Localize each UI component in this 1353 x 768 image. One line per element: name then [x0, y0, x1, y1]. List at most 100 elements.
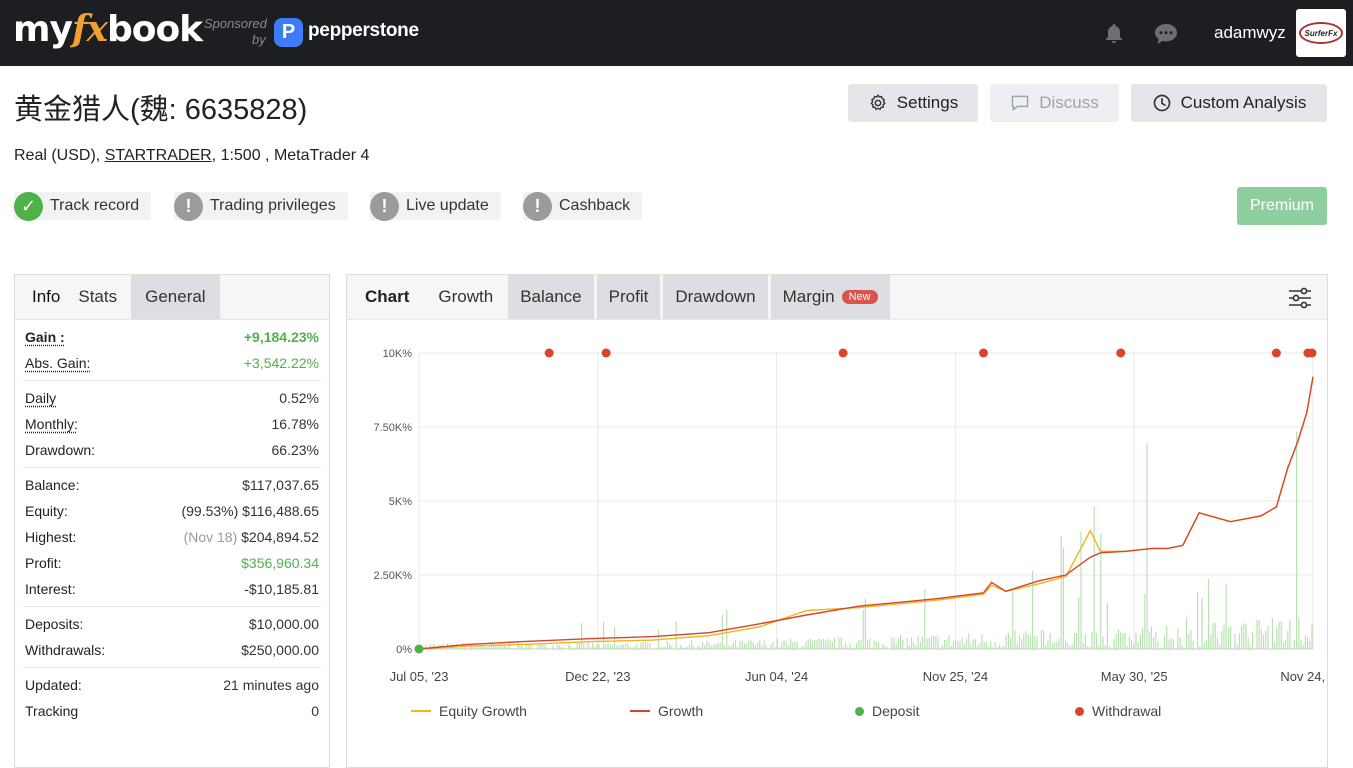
tab-growth[interactable]: Growth [438, 287, 494, 306]
logo-my: my [13, 9, 73, 50]
tab-chart[interactable]: Chart [365, 287, 410, 306]
account-type: Real (USD), [14, 147, 105, 164]
margin-label: Margin [782, 287, 835, 306]
stat-row-abs-gain: Abs. Gain: +3,542.22% [25, 350, 319, 376]
sponsor-name[interactable]: pepperstone [308, 20, 419, 41]
y-tick-label: 0% [396, 644, 412, 656]
avatar[interactable]: SurferFx [1296, 9, 1346, 57]
gain-section: Gain : +9,184.23% Abs. Gain: +3,542.22% [23, 320, 321, 381]
legend-withdrawal[interactable]: Withdrawal [1075, 703, 1161, 719]
badge-label: Cashback [559, 197, 631, 214]
stat-row-monthly: Monthly: 16.78% [25, 411, 319, 437]
custom-analysis-button[interactable]: Custom Analysis [1131, 84, 1327, 122]
tab-balance[interactable]: Balance [508, 275, 594, 319]
equity-value-group: (99.53%) $116,488.65 [181, 503, 319, 519]
balance-value: $117,037.65 [242, 477, 319, 493]
withdrawal-marker [838, 348, 848, 358]
abs-gain-label[interactable]: Abs. Gain: [25, 355, 91, 371]
stat-row-daily: Daily 0.52% [25, 385, 319, 411]
legend-label: Equity Growth [439, 703, 527, 719]
tab-margin[interactable]: Margin New [770, 275, 890, 319]
stat-row-tracking: Tracking 0 [25, 698, 319, 724]
stat-row-equity: Equity: (99.53%) $116,488.65 [25, 498, 319, 524]
logo-book: book [106, 9, 203, 50]
sponsored-text: Sponsored by [204, 16, 267, 48]
x-tick-label: Nov 24, '25 [1280, 669, 1327, 684]
y-tick-label: 10K% [383, 348, 413, 360]
legend-label: Deposit [872, 703, 920, 719]
tab-stats[interactable]: Stats [78, 287, 118, 306]
legend-growth-line [630, 710, 650, 712]
custom-analysis-label: Custom Analysis [1180, 93, 1307, 112]
badge-label: Track record [50, 197, 140, 214]
tab-profit[interactable]: Profit [596, 275, 661, 319]
badge-label: Trading privileges [210, 197, 336, 214]
new-badge: New [841, 290, 878, 304]
exclamation-icon: ! [523, 191, 552, 221]
info-tabs: Info Stats General [15, 275, 329, 320]
tracking-value: 0 [311, 703, 319, 719]
y-tick-label: 5K% [389, 496, 412, 508]
pepperstone-logo-icon[interactable]: P [274, 18, 303, 47]
deposits-section: Deposits: $10,000.00 Withdrawals: $250,000… [23, 607, 321, 668]
tab-info[interactable]: Info [15, 275, 78, 319]
page-title: 黄金猎人(魏: 6635828) [14, 94, 308, 126]
monthly-value: 16.78% [271, 416, 319, 432]
x-tick-label: Jun 04, '24 [745, 669, 808, 684]
sponsored-label: Sponsored [204, 16, 267, 31]
growth-chart[interactable]: 0% 2.50K% 5K% 7.50K% 10K% Jul 05, '23 Dec 22, … [347, 321, 1327, 767]
legend-label: Growth [658, 703, 704, 719]
rate-section: Daily 0.52% Monthly: 16.78% Drawdown: 66.23… [23, 381, 321, 468]
stat-row-deposits: Deposits: $10,000.00 [25, 611, 319, 637]
badge-live-update[interactable]: ! Live update [370, 191, 501, 221]
updated-section: Updated: 21 minutes ago Tracking 0 [23, 668, 321, 728]
legend-deposit-dot [855, 706, 864, 716]
tab-drawdown[interactable]: Drawdown [663, 275, 768, 319]
deposits-label: Deposits: [25, 616, 84, 632]
highest-value-group: (Nov 18) $204,894.52 [184, 529, 319, 545]
legend-deposit[interactable]: Deposit [855, 703, 919, 719]
withdrawal-marker [978, 348, 988, 358]
top-navbar: myfxbook Sponsored by P pepperstone adam… [0, 0, 1353, 66]
stat-row-updated: Updated: 21 minutes ago [25, 672, 319, 698]
myfxbook-logo[interactable]: myfxbook [13, 8, 203, 50]
monthly-label[interactable]: Monthly: [25, 416, 78, 432]
gain-label[interactable]: Gain : [25, 329, 65, 345]
tracking-label: Tracking [25, 703, 79, 719]
growth-series-line [418, 376, 1314, 650]
badge-track-record[interactable]: ✓ Track record [14, 191, 152, 221]
balance-section: Balance: $117,037.65 Equity: (99.53%) $116… [23, 468, 321, 607]
withdrawal-marker [544, 348, 554, 358]
chart-panel: Chart Growth Balance Profit Drawdown Mar… [346, 274, 1328, 768]
exclamation-icon: ! [370, 191, 399, 221]
withdrawal-marker [601, 348, 611, 358]
badge-cashback[interactable]: ! Cashback [523, 191, 643, 221]
x-tick-label: Nov 25, '24 [923, 669, 988, 684]
updated-value: 21 minutes ago [223, 677, 319, 693]
checkmark-icon: ✓ [14, 191, 43, 221]
bell-icon[interactable] [1102, 22, 1126, 46]
sponsored-by-label: by [252, 32, 266, 47]
legend-growth[interactable]: Growth [630, 703, 703, 719]
broker-link[interactable]: STARTRADER [104, 147, 212, 164]
badge-trading-privileges[interactable]: ! Trading privileges [174, 191, 348, 221]
username[interactable]: adamwyz [1214, 23, 1286, 42]
premium-button[interactable]: Premium [1237, 187, 1327, 225]
daily-label[interactable]: Daily [25, 390, 57, 406]
discuss-label: Discuss [1039, 93, 1099, 112]
stat-row-highest: Highest: (Nov 18) $204,894.52 [25, 524, 319, 550]
chat-icon[interactable] [1153, 22, 1179, 46]
withdrawal-marker [1307, 348, 1317, 358]
x-tick-label: May 30, '25 [1101, 669, 1168, 684]
settings-label: Settings [896, 93, 959, 112]
settings-button[interactable]: Settings [848, 84, 978, 122]
profit-label: Profit: [25, 555, 62, 571]
legend-equity-growth[interactable]: Equity Growth [411, 703, 527, 719]
deposits-value: $10,000.00 [248, 616, 319, 632]
stat-row-profit: Profit: $356,960.34 [25, 550, 319, 576]
profit-value: $356,960.34 [241, 555, 319, 571]
discuss-button[interactable]: Discuss [990, 84, 1119, 122]
tab-general[interactable]: General [131, 275, 220, 319]
equity-value: $116,488.65 [242, 503, 319, 519]
chart-settings-sliders-icon[interactable] [1287, 285, 1313, 311]
